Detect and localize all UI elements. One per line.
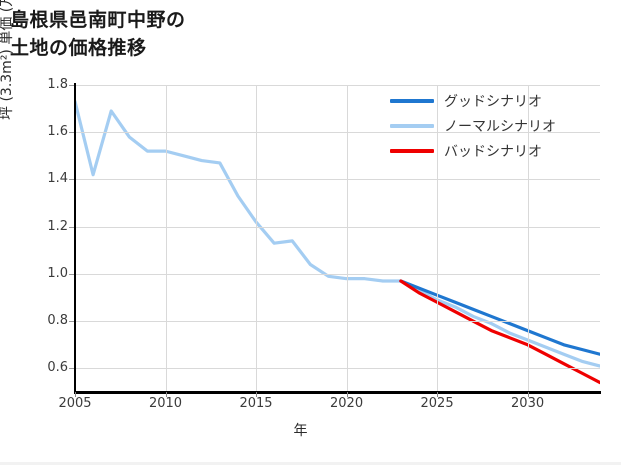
series-line [399, 279, 600, 356]
x-tick-mark [165, 392, 167, 397]
x-tick-label: 2020 [330, 396, 364, 411]
legend-item[interactable]: バッドシナリオ [390, 138, 556, 163]
x-tick-mark [527, 392, 529, 397]
y-tick-label: 1.6 [47, 124, 68, 140]
x-tick-label: 2025 [420, 396, 454, 411]
chart-lines [75, 99, 600, 385]
gridline-horizontal [75, 273, 600, 275]
gridline-vertical [346, 85, 348, 392]
y-tick-mark [69, 226, 74, 228]
gridline-vertical [165, 85, 167, 392]
gridline-horizontal [75, 226, 600, 228]
x-tick-mark [437, 392, 439, 397]
series-line [399, 279, 600, 385]
page-title: 島根県邑南町中野の 土地の価格推移 [10, 9, 186, 59]
legend-swatch-icon [390, 98, 434, 103]
gridline-horizontal [75, 132, 600, 134]
chart-legend: グッドシナリオ ノーマルシナリオ バッドシナリオ [390, 88, 556, 163]
gridline-horizontal [75, 368, 600, 370]
x-axis-label-text: 年 [293, 423, 308, 439]
y-tick-label: 0.8 [47, 313, 68, 329]
y-tick-mark [69, 273, 74, 275]
x-tick-label: 2010 [148, 396, 183, 411]
gridline-vertical [527, 85, 529, 392]
y-axis-line [74, 83, 76, 394]
gridline-vertical [437, 85, 439, 392]
y-tick-mark [69, 132, 74, 134]
x-tick-mark [346, 392, 348, 397]
y-axis-label: 坪 (3.3m²) 単価 (万円) [0, 0, 15, 120]
x-tick-label: 2030 [511, 396, 545, 411]
y-tick-label: 1.4 [47, 171, 68, 187]
x-tick-label: 2015 [239, 396, 273, 411]
legend-label: バッドシナリオ [444, 143, 542, 160]
y-tick-mark [69, 368, 74, 370]
gridline-horizontal [75, 321, 600, 323]
x-tick-mark [75, 392, 76, 397]
legend-label: グッドシナリオ [444, 93, 542, 110]
y-tick-mark [69, 85, 74, 86]
legend-label: ノーマルシナリオ [444, 118, 556, 135]
series-line [75, 99, 600, 368]
y-tick-mark [69, 179, 74, 181]
y-tick-label: 0.6 [47, 360, 68, 376]
x-axis-line [74, 391, 601, 394]
x-tick-mark [256, 392, 258, 397]
gridline-vertical [256, 85, 258, 392]
legend-swatch-icon [390, 148, 434, 153]
legend-item[interactable]: ノーマルシナリオ [390, 113, 556, 138]
y-tick-label: 1.2 [47, 218, 68, 234]
x-axis-label: 年 [0, 420, 621, 440]
y-tick-mark [69, 321, 74, 323]
legend-item[interactable]: グッドシナリオ [390, 88, 556, 113]
legend-swatch-icon [390, 123, 434, 128]
gridline-horizontal [75, 179, 600, 181]
y-tick-label: 1.8 [47, 77, 68, 92]
plot-area [75, 85, 600, 392]
x-tick-label: 2005 [58, 396, 92, 411]
y-tick-label: 1.0 [47, 265, 68, 281]
gridline-horizontal [75, 85, 600, 86]
